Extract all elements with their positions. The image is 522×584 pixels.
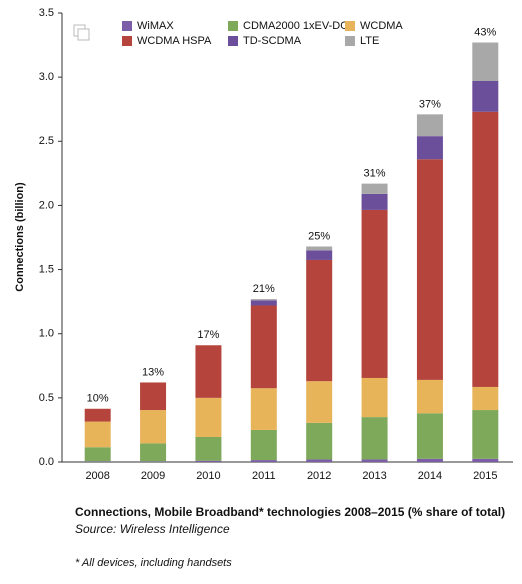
legend-label: WiMAX xyxy=(137,20,174,32)
bar-segment xyxy=(195,436,222,461)
chart-title: Connections, Mobile Broadband* technolog… xyxy=(75,505,505,519)
y-tick-label: 0.0 xyxy=(39,456,54,468)
bar-segment xyxy=(472,410,499,459)
icon xyxy=(77,28,90,41)
bar-segment xyxy=(416,458,443,462)
x-tick-label: 2011 xyxy=(252,470,276,482)
share-label: 25% xyxy=(308,230,330,242)
bar-segment xyxy=(306,381,333,423)
x-tick-label: 2010 xyxy=(196,470,220,482)
legend-label: WCDMA HSPA xyxy=(137,35,212,47)
x-tick-label: 2012 xyxy=(307,470,331,482)
share-label: 10% xyxy=(87,393,109,405)
bar-segment xyxy=(250,305,277,389)
bar-segment xyxy=(361,377,388,418)
legend-swatch xyxy=(122,36,132,46)
x-tick-label: 2009 xyxy=(141,470,165,482)
bar-segment xyxy=(361,209,388,378)
bar-segment xyxy=(306,422,333,460)
bar-segment xyxy=(361,459,388,462)
bar-segment xyxy=(140,382,167,411)
bar-segment xyxy=(472,42,499,81)
legend-swatch xyxy=(228,36,238,46)
bar-segment xyxy=(250,388,277,430)
legend-swatch xyxy=(345,21,355,31)
share-label: 37% xyxy=(419,98,441,110)
bar-segment xyxy=(416,114,443,137)
legend-swatch xyxy=(122,21,132,31)
bar-segment xyxy=(250,429,277,461)
bar-segment xyxy=(361,193,388,210)
legend-label: WCDMA xyxy=(360,20,403,32)
share-label: 13% xyxy=(142,366,164,378)
share-label: 17% xyxy=(197,329,219,341)
y-tick-label: 2.5 xyxy=(39,135,54,147)
legend-label: CDMA2000 1xEV-DO xyxy=(243,20,349,32)
bar-segment xyxy=(195,345,222,398)
bar-segment xyxy=(416,136,443,160)
y-tick-label: 3.0 xyxy=(39,71,54,83)
legend-label: TD-SCDMA xyxy=(243,35,302,47)
x-tick-label: 2014 xyxy=(418,470,442,482)
bar-segment xyxy=(250,460,277,462)
legend-swatch xyxy=(228,21,238,31)
x-tick-label: 2008 xyxy=(85,470,109,482)
legend-label: LTE xyxy=(360,35,379,47)
legend-swatch xyxy=(345,36,355,46)
bar-segment xyxy=(84,461,111,462)
y-tick-label: 0.5 xyxy=(39,392,54,404)
x-tick-label: 2015 xyxy=(473,470,497,482)
bar-segment xyxy=(472,80,499,112)
bar-segment xyxy=(84,421,111,448)
bar-segment xyxy=(306,259,333,382)
bar-segment xyxy=(250,300,277,306)
bar-segment xyxy=(361,183,388,194)
footnote: * All devices, including handsets xyxy=(75,557,232,569)
x-tick-label: 2013 xyxy=(362,470,386,482)
bar-segment xyxy=(195,397,222,437)
y-tick-label: 3.5 xyxy=(39,7,54,19)
bar-segment xyxy=(250,299,277,301)
bar-segment xyxy=(140,461,167,462)
y-tick-label: 2.0 xyxy=(39,199,54,211)
share-label: 31% xyxy=(364,168,386,180)
bar-segment xyxy=(306,250,333,260)
bar-segment xyxy=(306,459,333,462)
bar-segment xyxy=(416,413,443,459)
share-label: 43% xyxy=(474,26,496,38)
bar-segment xyxy=(140,443,167,462)
bar-segment xyxy=(195,460,222,462)
bar-segment xyxy=(472,458,499,462)
bar-segment xyxy=(416,159,443,380)
bar-segment xyxy=(472,386,499,411)
y-tick-label: 1.5 xyxy=(39,263,54,275)
y-tick-label: 1.0 xyxy=(39,328,54,340)
bar-segment xyxy=(140,410,167,444)
bar-segment xyxy=(84,408,111,422)
share-label: 21% xyxy=(253,283,275,295)
source: Source: Wireless Intelligence xyxy=(75,522,230,536)
bar-segment xyxy=(306,246,333,251)
y-axis-label: Connections (billion) xyxy=(14,182,26,292)
bar-segment xyxy=(416,379,443,414)
bar-segment xyxy=(472,111,499,387)
bar-segment xyxy=(84,447,111,462)
bar-segment xyxy=(361,417,388,460)
